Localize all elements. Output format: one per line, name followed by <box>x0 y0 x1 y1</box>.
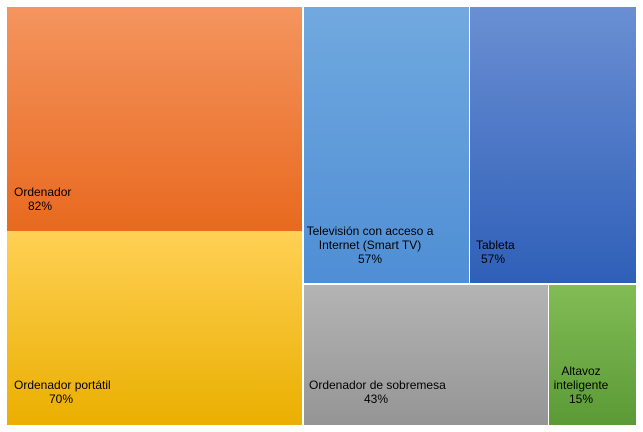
tile-label-television-con-acceso-a-internet-smart-tv-line-1: Televisión con acceso a <box>307 224 434 238</box>
tile-label-altavoz-inteligente-line-2: inteligente <box>554 378 609 392</box>
tile-value-tableta: 57% <box>481 252 505 266</box>
tile-label-tableta: Tableta <box>476 238 515 252</box>
tile-label-ordenador: Ordenador <box>14 185 71 199</box>
tile-value-altavoz-inteligente: 15% <box>569 392 593 406</box>
tile-rect-altavoz-inteligente <box>549 285 636 425</box>
tile-rect-ordenador-portatil <box>7 231 302 425</box>
tile-rect-ordenador-de-sobremesa <box>304 285 548 425</box>
tile-rect-television-con-acceso-a-internet-smart-tv <box>304 7 469 283</box>
tile-value-ordenador: 82% <box>28 199 52 213</box>
tile-rect-ordenador <box>7 7 302 231</box>
tile-label-television-con-acceso-a-internet-smart-tv-line-2: Internet (Smart TV) <box>319 238 421 252</box>
tile-label-altavoz-inteligente-line-1: Altavoz <box>561 364 600 378</box>
tile-label-ordenador-portatil: Ordenador portátil <box>14 378 111 392</box>
tile-value-ordenador-de-sobremesa: 43% <box>364 392 388 406</box>
tile-label-ordenador-de-sobremesa: Ordenador de sobremesa <box>309 378 446 392</box>
tile-value-ordenador-portatil: 70% <box>49 392 73 406</box>
tile-value-television-con-acceso-a-internet-smart-tv: 57% <box>358 252 382 266</box>
tile-rect-tableta <box>470 7 636 283</box>
